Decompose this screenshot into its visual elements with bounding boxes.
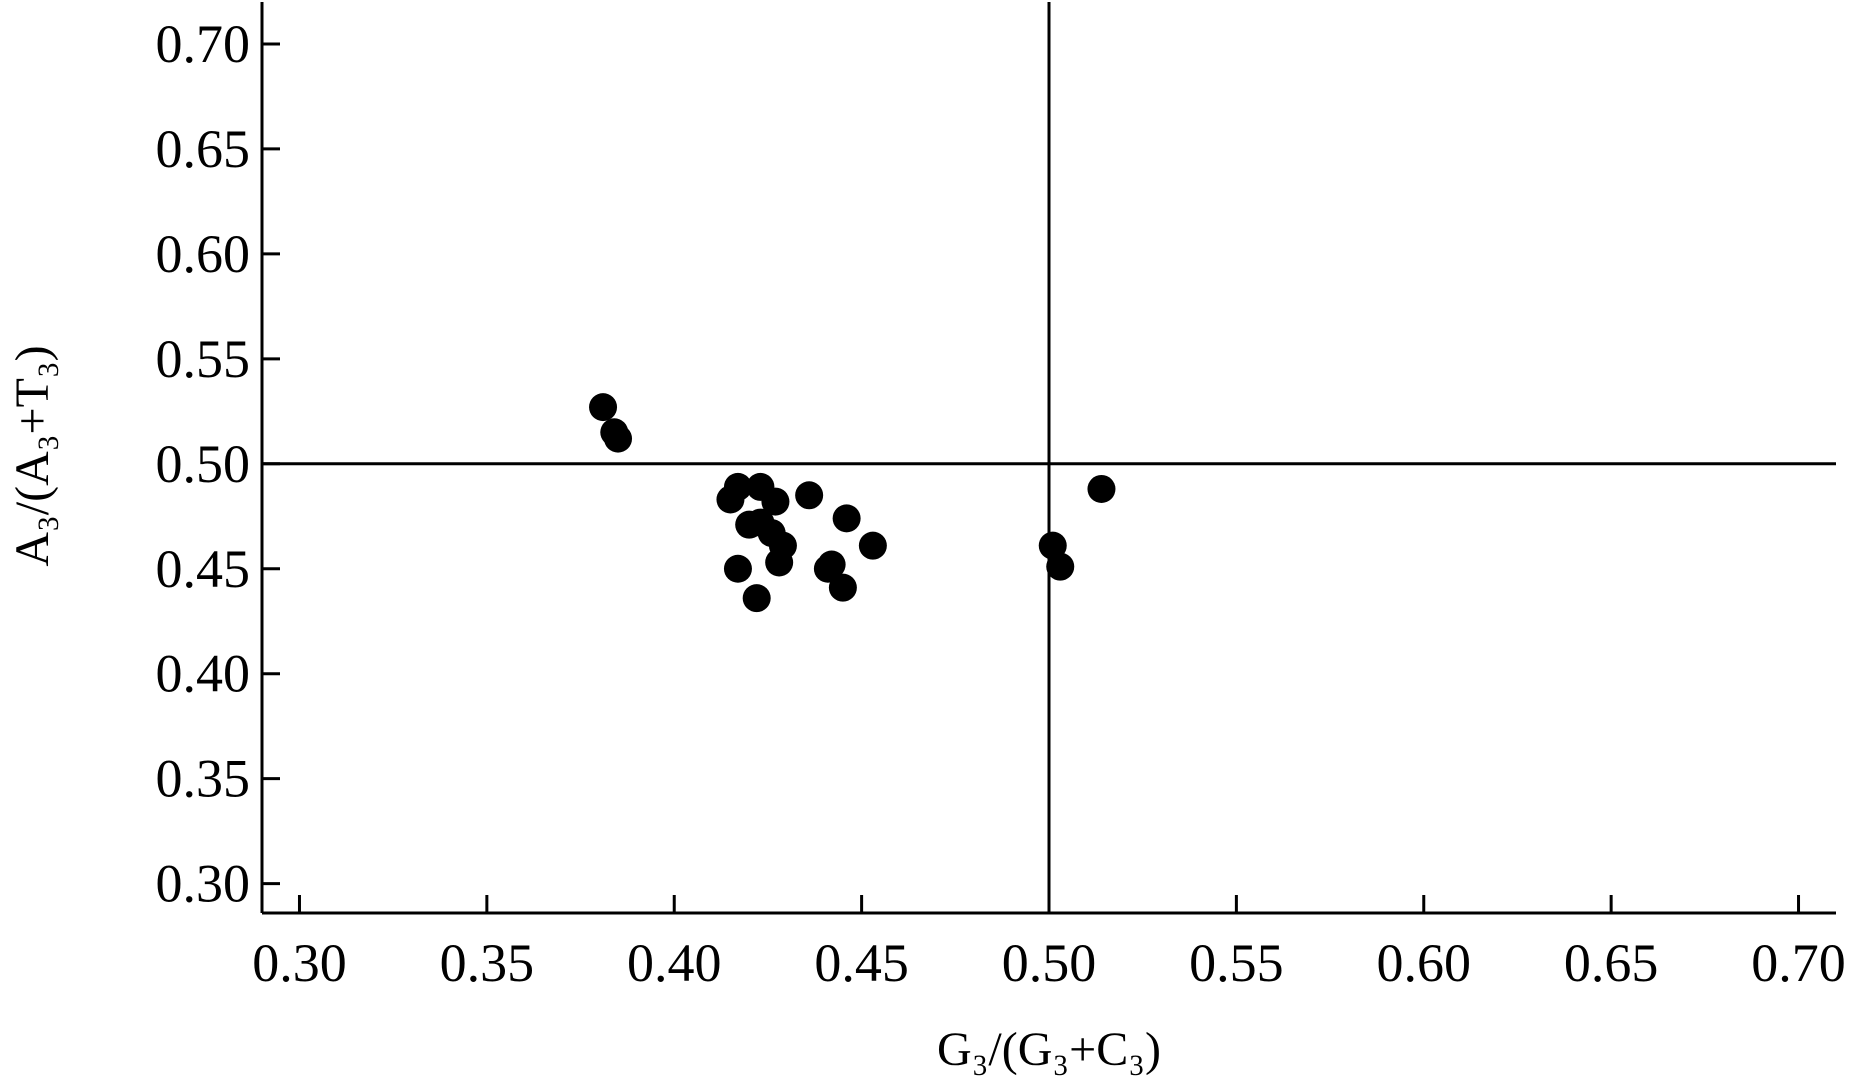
x-tick-label: 0.30 [252,933,347,993]
y-tick-label: 0.70 [156,14,251,74]
x-tick-label: 0.40 [627,933,722,993]
y-tick-label: 0.35 [156,749,251,809]
x-tick-label: 0.70 [1751,933,1846,993]
x-tick-label: 0.45 [814,933,909,993]
y-tick-label: 0.40 [156,644,251,704]
point [761,487,790,516]
y-tick-label: 0.55 [156,329,251,389]
point [832,504,861,533]
point [604,424,633,453]
x-tick-label: 0.60 [1377,933,1472,993]
x-tick-label: 0.55 [1189,933,1284,993]
point [765,548,794,577]
point [828,573,857,602]
x-axis-label: G₃/(G₃+C₃) [937,1023,1161,1076]
x-tick-label: 0.50 [1002,933,1097,993]
point [589,393,618,422]
y-tick-label: 0.50 [156,434,251,494]
point [723,554,752,583]
x-tick-label: 0.35 [440,933,535,993]
y-tick-label: 0.45 [156,539,251,599]
point [1087,474,1116,503]
point [795,481,824,510]
point [723,472,752,501]
point [742,584,771,613]
point [1046,552,1075,581]
point [817,550,846,579]
y-tick-label: 0.30 [156,854,251,914]
x-tick-label: 0.65 [1564,933,1659,993]
point [858,531,887,560]
y-tick-label: 0.60 [156,224,251,284]
y-tick-label: 0.65 [156,119,251,179]
y-axis-label: A₃/(A₃+T₃) [6,345,59,566]
